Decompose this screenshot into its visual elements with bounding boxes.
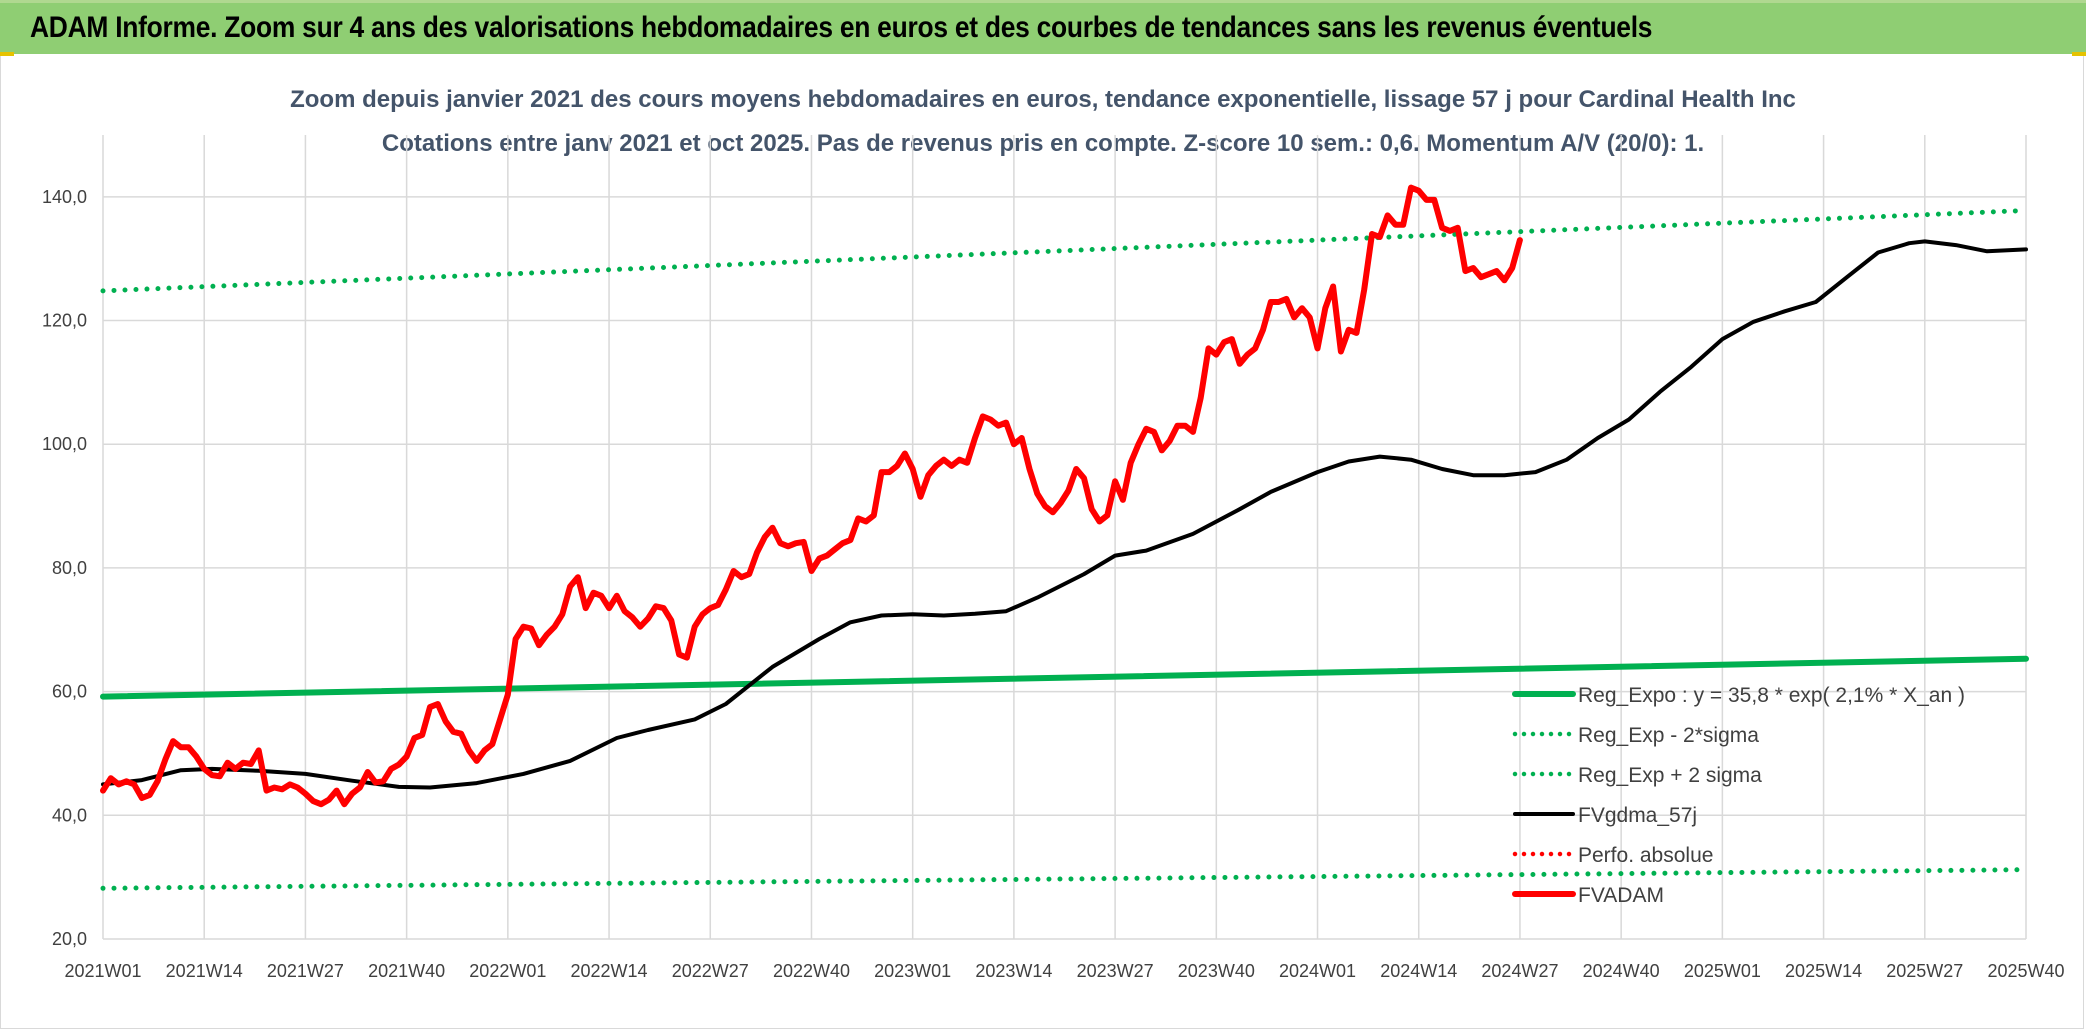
legend-label-5: FVADAM bbox=[1578, 884, 1664, 907]
banner-accent-right bbox=[2072, 52, 2086, 56]
x-tick-label: 2023W01 bbox=[874, 961, 951, 981]
legend-label-4: Perfo. absolue bbox=[1578, 844, 1713, 867]
series-line-2 bbox=[100, 208, 2029, 294]
chart-title: Zoom depuis janvier 2021 des cours moyen… bbox=[290, 86, 1796, 113]
x-tick-label: 2023W14 bbox=[975, 961, 1052, 981]
x-tick-label: 2025W14 bbox=[1785, 961, 1862, 981]
legend: Reg_Expo : y = 35,8 * exp( 2,1% * X_an )… bbox=[1512, 684, 1965, 907]
x-tick-label: 2021W40 bbox=[368, 961, 445, 981]
banner-accent-left bbox=[0, 52, 14, 56]
y-tick-label: 100,0 bbox=[42, 434, 87, 454]
series-line-3 bbox=[101, 239, 2028, 790]
series-line-1 bbox=[100, 867, 2029, 891]
legend-label-1: Reg_Exp - 2*sigma bbox=[1578, 724, 1759, 747]
x-tick-label: 2024W40 bbox=[1583, 961, 1660, 981]
y-tick-label: 140,0 bbox=[42, 187, 87, 207]
x-tick-label: 2025W27 bbox=[1886, 961, 1963, 981]
y-tick-label: 80,0 bbox=[52, 558, 87, 578]
report-banner: ADAM Informe. Zoom sur 4 ans des valoris… bbox=[0, 0, 2086, 54]
chart-subtitle: Cotations entre janv 2021 et oct 2025. P… bbox=[382, 130, 1704, 157]
gridlines bbox=[102, 135, 2027, 940]
x-tick-label: 2022W01 bbox=[469, 961, 546, 981]
y-tick-label: 60,0 bbox=[52, 682, 87, 702]
x-tick-label: 2023W40 bbox=[1178, 961, 1255, 981]
series-line-5 bbox=[100, 184, 1523, 808]
x-tick-label: 2021W14 bbox=[166, 961, 243, 981]
x-tick-label: 2025W40 bbox=[1987, 961, 2064, 981]
legend-label-2: Reg_Exp + 2 sigma bbox=[1578, 764, 1762, 787]
x-tick-label: 2023W27 bbox=[1077, 961, 1154, 981]
x-tick-label: 2021W01 bbox=[64, 961, 141, 981]
x-tick-label: 2022W40 bbox=[773, 961, 850, 981]
y-tick-label: 20,0 bbox=[52, 929, 87, 949]
x-tick-label: 2024W27 bbox=[1481, 961, 1558, 981]
y-axis-ticks: 20,0 40,0 60,0 80,0 100,0 120,0 140,0 bbox=[42, 187, 87, 949]
x-tick-label: 2024W01 bbox=[1279, 961, 1356, 981]
x-tick-label: 2022W14 bbox=[571, 961, 648, 981]
legend-label-0: Reg_Expo : y = 35,8 * exp( 2,1% * X_an ) bbox=[1578, 684, 1965, 707]
x-tick-label: 2025W01 bbox=[1684, 961, 1761, 981]
series-line-0 bbox=[100, 655, 2029, 700]
banner-title: ADAM Informe. Zoom sur 4 ans des valoris… bbox=[30, 11, 1653, 44]
x-axis-ticks: 2021W01 2021W14 2021W27 2021W40 2022W01 2022W… bbox=[64, 961, 2064, 981]
x-tick-label: 2022W27 bbox=[672, 961, 749, 981]
legend-label-3: FVgdma_57j bbox=[1578, 804, 1697, 827]
y-tick-label: 120,0 bbox=[42, 311, 87, 331]
series-lines bbox=[100, 184, 2029, 891]
x-tick-label: 2024W14 bbox=[1380, 961, 1457, 981]
y-tick-label: 40,0 bbox=[52, 805, 87, 825]
x-tick-label: 2021W27 bbox=[267, 961, 344, 981]
